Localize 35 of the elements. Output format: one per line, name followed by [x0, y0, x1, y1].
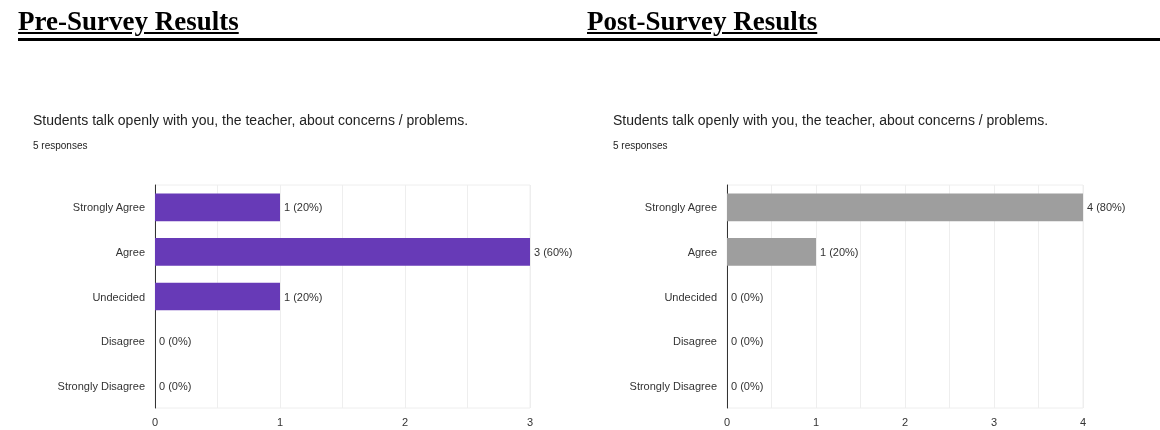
x-tick-label: 2 — [401, 415, 409, 428]
y-tick-label: Disagree — [672, 335, 717, 348]
x-tick-label: 2 — [901, 415, 909, 428]
y-tick-label: Undecided — [664, 290, 717, 303]
data-label: 1 (20%) — [820, 245, 859, 258]
chart-title: Post-Survey Results — [587, 6, 818, 36]
y-tick-label: Strongly Agree — [644, 201, 717, 214]
data-label: 3 (60%) — [534, 245, 573, 258]
data-label: 0 (0%) — [159, 335, 192, 348]
x-tick-label: 3 — [526, 415, 534, 428]
y-tick-label: Undecided — [92, 290, 145, 303]
y-tick-label: Strongly Disagree — [629, 379, 717, 392]
x-tick-label: 4 — [1079, 415, 1087, 428]
x-tick-label: 1 — [812, 415, 820, 428]
y-tick-label: Strongly Disagree — [57, 379, 145, 392]
x-tick-label: 1 — [276, 415, 284, 428]
data-label: 0 (0%) — [159, 379, 192, 392]
x-tick-label: 3 — [990, 415, 998, 428]
data-label: 1 (20%) — [284, 290, 323, 303]
data-label: 0 (0%) — [731, 379, 764, 392]
text: 5 responses — [33, 139, 88, 151]
text: 5 responses — [613, 139, 668, 151]
chart-title: Pre-Survey Results — [18, 6, 239, 36]
y-tick-label: Disagree — [100, 335, 145, 348]
y-tick-label: Agree — [115, 245, 145, 258]
data-label: 1 (20%) — [284, 201, 323, 214]
data-label: 4 (80%) — [1087, 201, 1126, 214]
chart-subtitle: Students talk openly with you, the teacher, about concerns / problems. — [33, 112, 469, 128]
y-tick-label: Agree — [687, 245, 717, 258]
y-tick-label: Strongly Agree — [72, 201, 145, 214]
x-tick-label: 0 — [723, 415, 731, 428]
data-label: 0 (0%) — [731, 335, 764, 348]
data-label: 0 (0%) — [731, 290, 764, 303]
x-tick-label: 0 — [151, 415, 159, 428]
chart-subtitle: Students talk openly with you, the teacher, about concerns / problems. — [613, 112, 1049, 128]
